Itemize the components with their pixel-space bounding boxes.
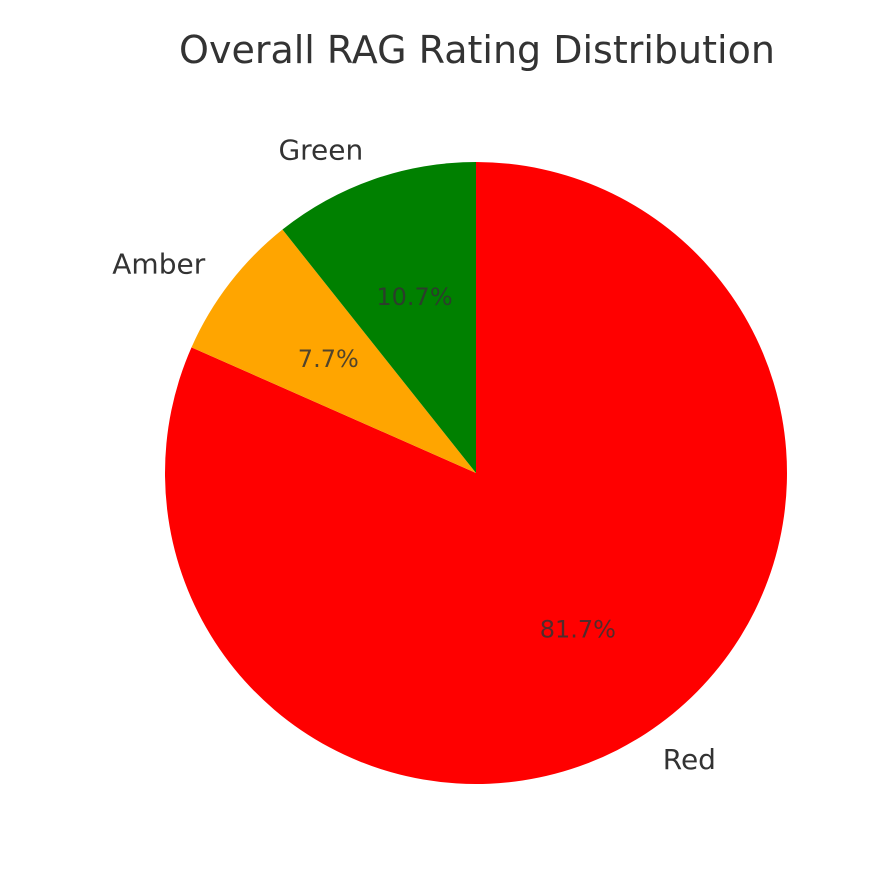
chart-title: Overall RAG Rating Distribution [179,28,775,72]
category-label-red: Red [663,743,716,776]
pct-label-amber: 7.7% [298,345,359,373]
pie-labels: 81.7% Red 7.7% Amber 10.7% Green [112,134,716,777]
pct-label-green: 10.7% [376,283,452,311]
category-label-amber: Amber [112,247,205,280]
pie-slice-amber [191,229,477,473]
pct-label-red: 81.7% [540,615,616,643]
pie-slices [164,162,787,784]
category-label-green: Green [278,134,363,167]
pie-slice-green [282,162,476,473]
